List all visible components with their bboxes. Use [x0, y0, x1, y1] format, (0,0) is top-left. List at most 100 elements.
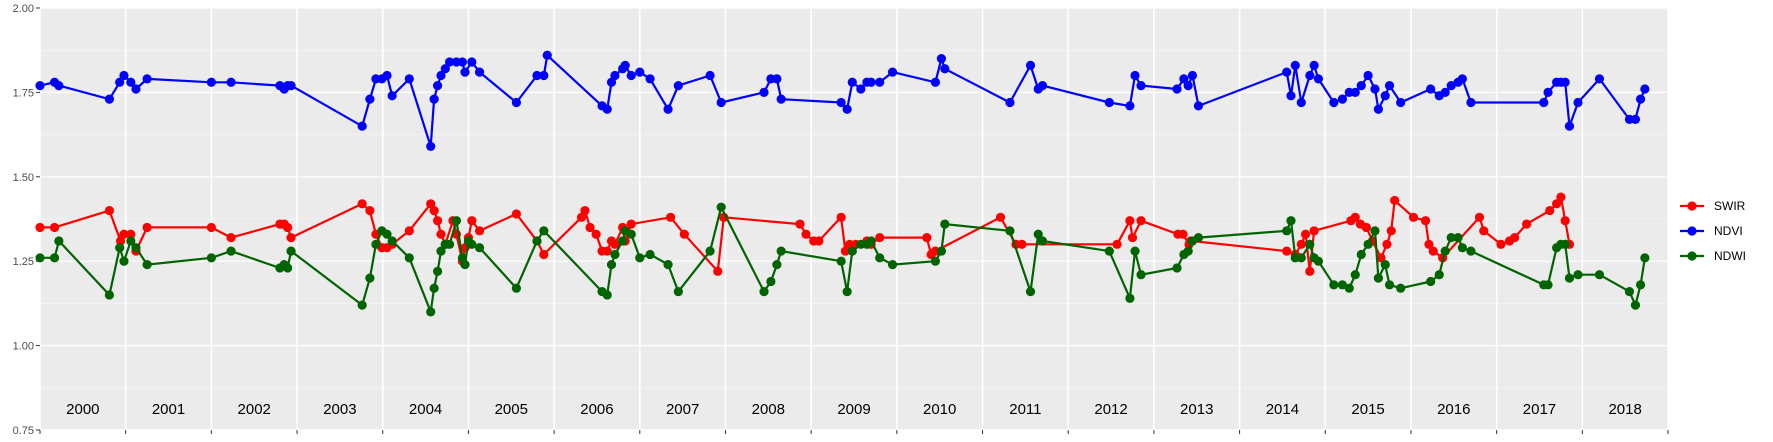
data-point-ndvi: [1363, 70, 1373, 81]
data-point-swir: [539, 249, 549, 260]
year-label: 2007: [666, 401, 699, 418]
data-point-ndvi: [1539, 97, 1549, 108]
data-point-ndwi: [1305, 239, 1315, 249]
data-point-ndvi: [226, 77, 236, 87]
data-point-ndwi: [1630, 300, 1641, 310]
data-point-ndwi: [382, 229, 392, 239]
data-point-ndwi: [1453, 232, 1463, 243]
data-point-ndvi: [206, 77, 216, 87]
data-point-ndvi: [539, 70, 549, 81]
data-point-ndwi: [1396, 283, 1406, 293]
legend-key-point: [1687, 201, 1697, 211]
data-point-ndvi: [936, 54, 946, 64]
data-point-ndwi: [772, 259, 782, 270]
data-point-ndwi: [635, 253, 645, 263]
data-point-swir: [226, 232, 236, 243]
data-point-ndvi: [1380, 91, 1390, 101]
data-point-swir: [585, 222, 595, 233]
data-point-swir: [432, 216, 443, 226]
data-point-ndvi: [620, 60, 630, 70]
data-point-ndvi: [1426, 84, 1436, 94]
y-tick-label: 1.50: [13, 172, 34, 184]
legend-key-point: [1687, 251, 1697, 261]
data-point-ndvi: [444, 57, 455, 67]
data-point-swir: [436, 229, 446, 239]
data-point-ndvi: [286, 81, 296, 91]
data-point-ndwi: [887, 259, 898, 270]
data-point-ndwi: [663, 259, 673, 270]
data-point-swir: [119, 229, 129, 239]
data-point-ndvi: [1193, 101, 1204, 111]
data-point-swir: [286, 232, 296, 243]
data-point-swir: [795, 219, 805, 229]
data-point-swir: [1424, 239, 1434, 249]
data-point-ndvi: [1296, 97, 1306, 108]
data-point-ndwi: [1370, 226, 1380, 236]
data-point-ndvi: [930, 77, 941, 87]
data-point-ndvi: [1457, 74, 1467, 84]
data-point-ndvi: [610, 70, 620, 81]
data-point-ndwi: [1564, 273, 1575, 283]
data-point-ndvi: [1104, 97, 1114, 108]
data-point-ndvi: [1396, 97, 1406, 108]
data-point-ndwi: [365, 273, 375, 283]
year-label: 2015: [1351, 401, 1384, 418]
data-point-swir: [679, 229, 689, 239]
data-point-ndvi: [1635, 94, 1646, 104]
data-point-swir: [1428, 246, 1438, 256]
data-point-ndvi: [1640, 84, 1650, 94]
data-point-ndvi: [836, 97, 846, 108]
y-tick-label: 2.00: [13, 3, 34, 15]
data-point-ndwi: [467, 239, 477, 249]
data-point-swir: [283, 222, 293, 233]
data-point-ndwi: [1282, 226, 1292, 236]
data-point-ndvi: [1356, 81, 1366, 91]
data-point-ndvi: [856, 84, 866, 94]
data-point-ndwi: [1337, 280, 1347, 290]
data-point-swir: [429, 205, 439, 216]
data-point-ndvi: [119, 70, 129, 81]
year-label: 2018: [1608, 401, 1641, 418]
data-point-ndvi: [776, 94, 786, 104]
data-point-ndwi: [119, 256, 129, 266]
data-point-swir: [511, 209, 522, 219]
data-point-ndvi: [460, 67, 470, 77]
data-point-ndwi: [1350, 270, 1360, 280]
data-point-ndvi: [1286, 91, 1296, 101]
data-point-ndvi: [602, 104, 612, 114]
data-point-swir: [1017, 239, 1027, 249]
data-point-ndwi: [1172, 263, 1182, 273]
y-tick-label: 1.25: [13, 256, 34, 268]
data-point-ndvi: [511, 97, 522, 108]
data-point-swir: [1296, 239, 1306, 249]
data-point-ndwi: [131, 243, 141, 253]
data-point-ndwi: [404, 253, 414, 263]
data-point-ndvi: [1373, 104, 1383, 114]
year-label: 2001: [152, 401, 185, 418]
data-point-ndvi: [1370, 84, 1380, 94]
data-point-ndwi: [1005, 226, 1015, 236]
data-point-ndvi: [104, 94, 115, 104]
x-axis: [39, 430, 1669, 434]
data-point-ndvi: [1446, 81, 1456, 91]
year-label: 2004: [409, 401, 442, 418]
legend-key-point: [1687, 226, 1697, 236]
data-point-ndvi: [645, 74, 655, 84]
y-tick-label: 1.75: [13, 87, 34, 99]
year-label: 2005: [495, 401, 528, 418]
data-point-swir: [1127, 232, 1138, 243]
data-point-swir: [1510, 232, 1520, 243]
legend-label: NDVI: [1714, 224, 1743, 238]
data-point-swir: [875, 232, 885, 243]
year-label: 2012: [1094, 401, 1127, 418]
data-point-ndwi: [460, 259, 470, 270]
data-point-ndvi: [436, 70, 446, 81]
series-ndwi: [35, 202, 1650, 317]
data-point-ndwi: [436, 246, 446, 256]
data-point-ndwi: [1426, 276, 1436, 287]
data-point-ndwi: [645, 249, 655, 260]
data-point-ndvi: [875, 77, 885, 87]
data-point-ndvi: [1543, 87, 1553, 97]
data-point-ndvi: [131, 84, 141, 94]
